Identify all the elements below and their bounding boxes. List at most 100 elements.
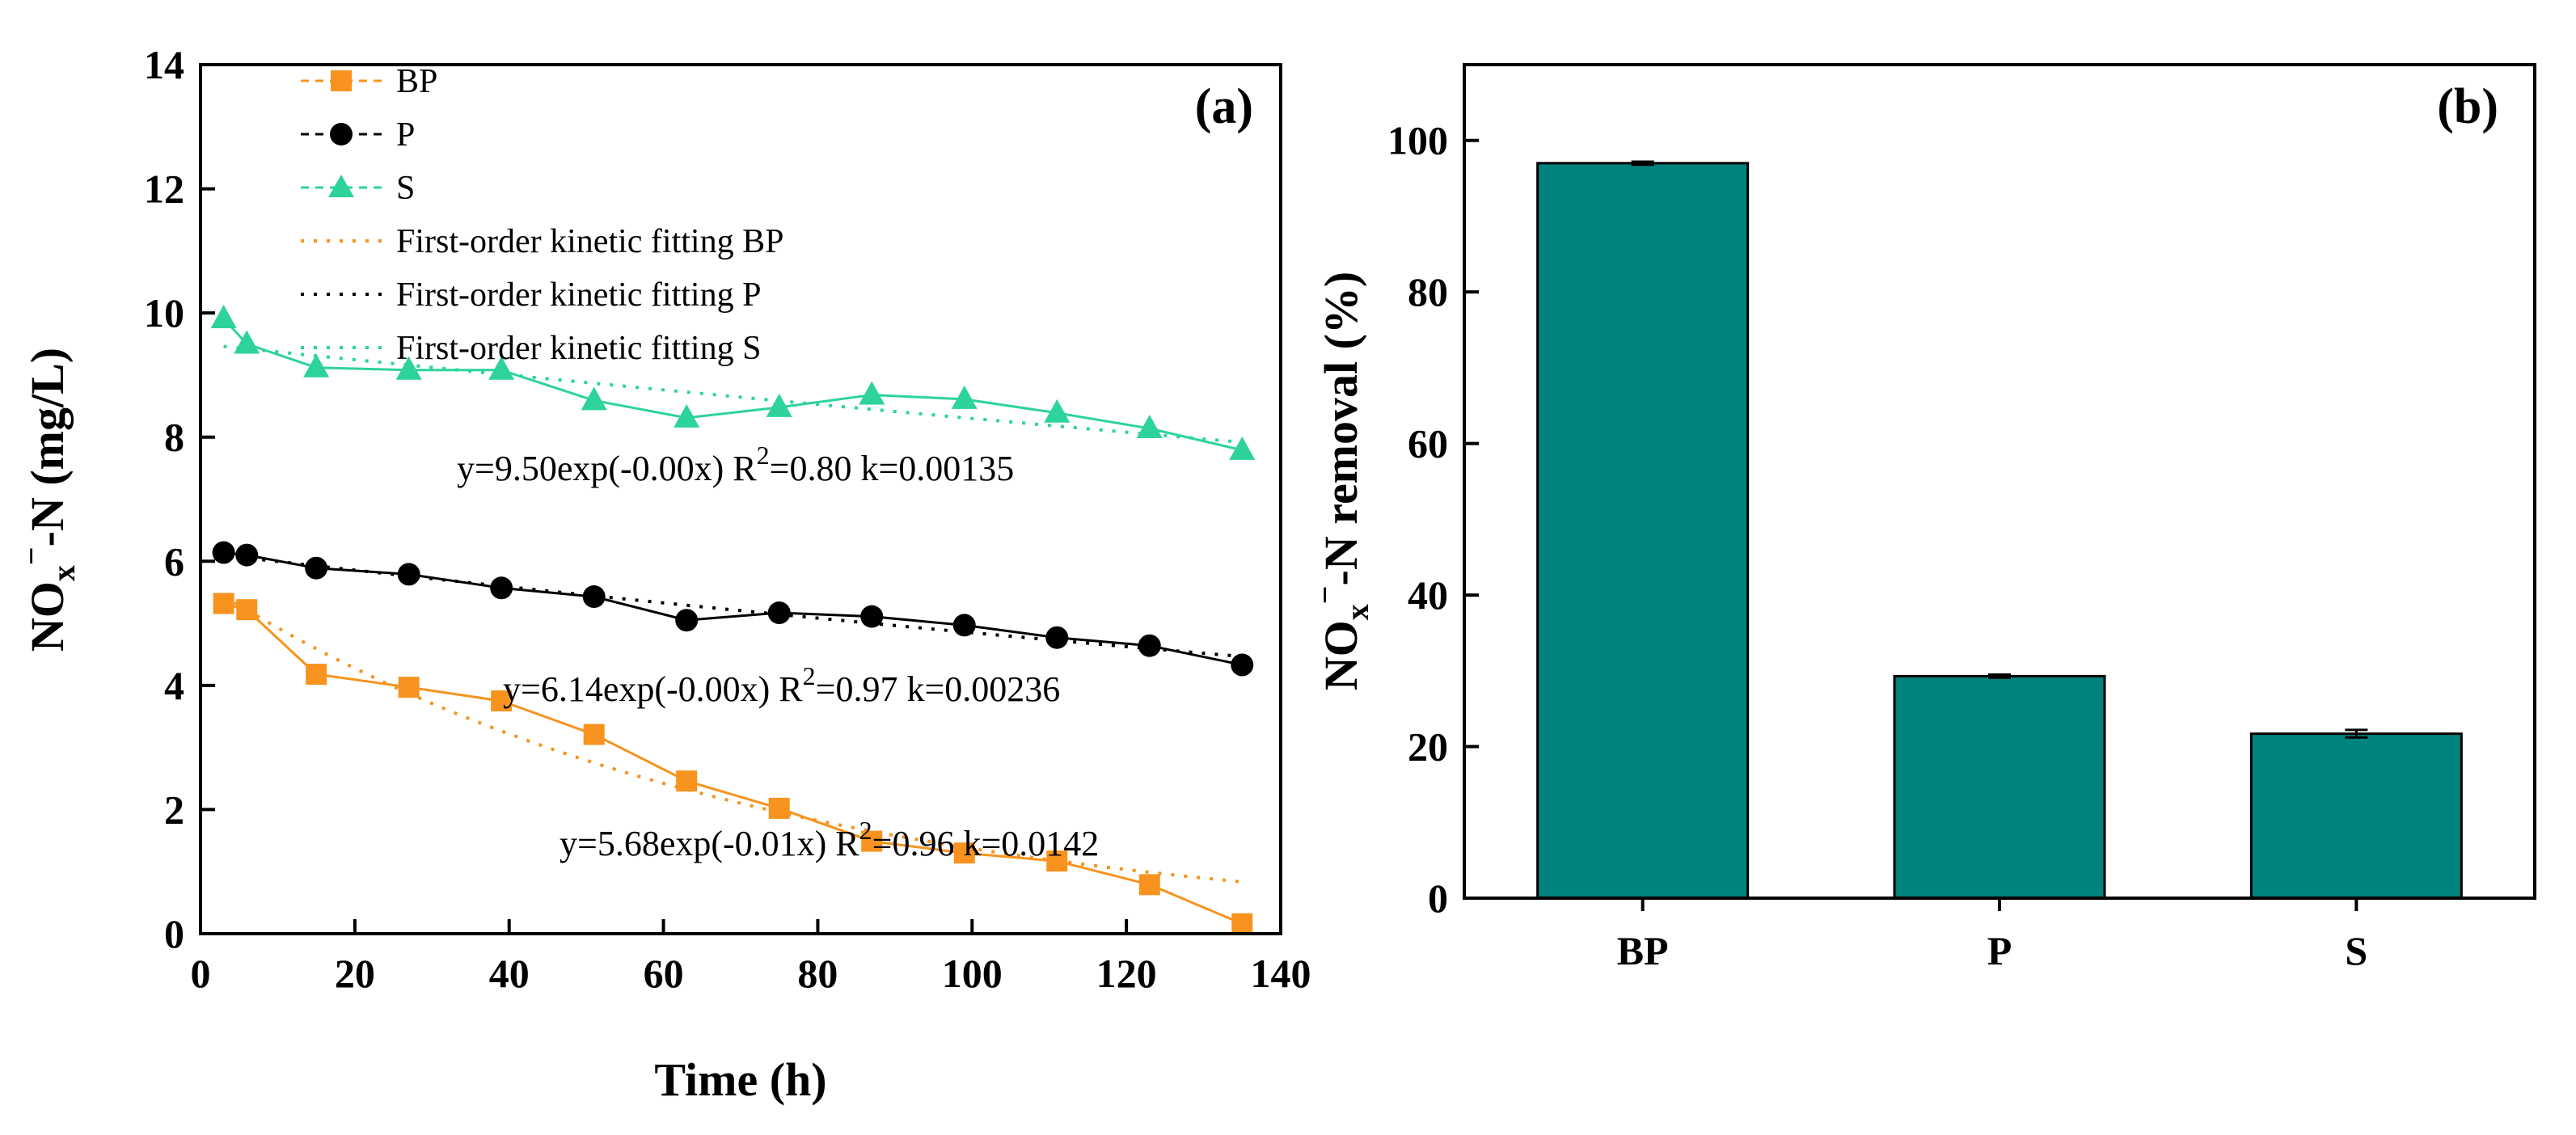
series-line-p: [223, 551, 1243, 666]
legend-item-p: P: [301, 116, 415, 154]
y-tick-label: 12: [144, 167, 184, 212]
y-tick-label: 80: [1408, 269, 1448, 314]
series-line-bp: [223, 602, 1243, 926]
data-point-s: [303, 353, 330, 378]
panel-a-plot-frame: [199, 63, 1282, 935]
legend-item-s: S: [301, 170, 415, 207]
data-point-p: [860, 605, 884, 628]
x-tick-label-bp: BP: [1617, 928, 1669, 973]
data-point-s: [488, 356, 515, 380]
x-tick-label: 80: [797, 951, 838, 996]
data-point-bp: [306, 664, 327, 686]
data-point-s: [234, 330, 260, 354]
x-tick-label: 0: [191, 951, 211, 996]
y-title-sup: −: [13, 546, 49, 565]
panel-b-ticks: 0 20 40 60 80 100 BP P S: [1387, 118, 2367, 973]
x-tick-label: 40: [489, 951, 530, 996]
legend-marker-circle: [330, 123, 353, 146]
legend-label-p: P: [396, 116, 415, 154]
data-point-p: [305, 556, 328, 580]
data-point-bp: [861, 830, 883, 852]
data-point-p: [1138, 634, 1161, 657]
data-point-p: [1231, 653, 1254, 677]
y-title-main: NO: [21, 581, 74, 652]
y-tick-label: 40: [1408, 572, 1448, 618]
panel-b-marks: [1536, 160, 2463, 900]
data-point-bp: [1231, 913, 1253, 935]
data-point-bp: [398, 677, 420, 698]
panel-a-label: (a): [1195, 79, 1253, 134]
equation-bp: y=5.68exp(-0.01x) R2=0.96 k=0.0142: [560, 816, 1099, 863]
y-tick-label: 2: [164, 787, 184, 832]
y-tick-label: 10: [144, 290, 184, 335]
data-point-s: [581, 386, 607, 411]
data-point-p: [675, 609, 699, 632]
panel-b-bar-chart: 0 20 40 60 80 100 BP P S (b) NOx−-N removal (%): [1307, 63, 2536, 973]
data-point-p: [952, 614, 976, 637]
y-tick-label: 60: [1408, 421, 1448, 466]
b-y-title-rest: -N removal (%): [1315, 272, 1367, 586]
legend-item-fit-s: First-order kinetic fitting S: [301, 330, 761, 367]
data-point-bp: [676, 770, 698, 792]
equation-s: y=9.50exp(-0.00x) R2=0.80 k=0.00135: [457, 441, 1014, 488]
data-point-bp: [1138, 874, 1160, 896]
data-point-s: [395, 356, 422, 380]
panel-a-ticks: 0 20 40 60 80 100 120 140 0 2 4 6 8 10 12 14: [144, 42, 1311, 996]
eq-p-prefix: y=6.14exp(-0.00x) R: [503, 669, 803, 709]
data-point-bp: [953, 842, 975, 864]
y-tick-label: 20: [1408, 724, 1448, 770]
data-point-s: [1044, 399, 1071, 423]
eq-bp-suffix: =0.96 k=0.0142: [872, 824, 1100, 863]
data-point-s: [859, 381, 885, 405]
data-point-p: [397, 563, 420, 586]
x-tick-label-p: P: [1987, 928, 2012, 973]
y-title-sub: x: [45, 565, 82, 581]
data-point-s: [1136, 414, 1163, 438]
data-point-s: [210, 305, 237, 329]
x-tick-label: 60: [644, 951, 684, 996]
bar-s: [2249, 732, 2463, 900]
data-point-bp: [491, 690, 513, 712]
legend-item-bp: BP: [301, 63, 437, 100]
panel-a-y-axis-title: NOx−-N (mg/L): [13, 348, 82, 652]
panel-b-label: (b): [2437, 79, 2498, 134]
data-point-s: [951, 385, 978, 409]
x-tick-label: 100: [942, 951, 1003, 996]
x-tick-label: 140: [1251, 951, 1311, 996]
bar-p: [1893, 674, 2106, 900]
b-y-title-main: NO: [1315, 620, 1367, 690]
legend-item-fit-bp: First-order kinetic fitting BP: [301, 223, 783, 260]
x-tick-label-s: S: [2345, 928, 2367, 973]
legend-item-fit-p: First-order kinetic fitting P: [301, 276, 761, 314]
panel-b-y-axis-title: NOx−-N removal (%): [1307, 272, 1375, 691]
y-title-rest: -N (mg/L): [21, 348, 74, 546]
eq-p-sup: 2: [803, 661, 816, 690]
panel-a-marks: [210, 305, 1256, 935]
y-tick-label: 0: [1428, 876, 1448, 921]
data-point-s: [674, 403, 700, 428]
data-point-s: [1229, 436, 1256, 460]
x-tick-label: 20: [335, 951, 375, 996]
legend-marker-square: [331, 70, 352, 91]
data-point-bp: [1046, 850, 1068, 872]
legend-label-bp: BP: [396, 63, 437, 100]
panel-a-legend: BP P S First-order kinetic fitting BP Fi…: [301, 63, 783, 367]
data-point-p: [767, 601, 791, 625]
panel-a-x-axis-title: Time (h): [654, 1053, 826, 1106]
data-point-bp: [213, 593, 234, 614]
panel-a-line-chart: 0 20 40 60 80 100 120 140 0 2 4 6 8 10 12 14 (a) Time (…: [13, 42, 1311, 1106]
b-y-title-sub: x: [1339, 604, 1375, 620]
data-point-p: [490, 576, 513, 600]
legend-label-fit-s: First-order kinetic fitting S: [396, 330, 761, 367]
eq-s-sup: 2: [757, 441, 770, 470]
data-point-p: [1045, 626, 1069, 649]
data-point-bp: [583, 724, 605, 745]
data-point-p: [212, 541, 235, 564]
eq-s-prefix: y=9.50exp(-0.00x) R: [457, 449, 757, 488]
b-y-title-sup: −: [1307, 585, 1343, 604]
y-tick-label: 6: [164, 538, 184, 584]
fit-curve-s: [223, 344, 1243, 445]
equation-p: y=6.14exp(-0.00x) R2=0.97 k=0.00236: [503, 661, 1060, 709]
y-tick-label: 14: [144, 42, 184, 87]
